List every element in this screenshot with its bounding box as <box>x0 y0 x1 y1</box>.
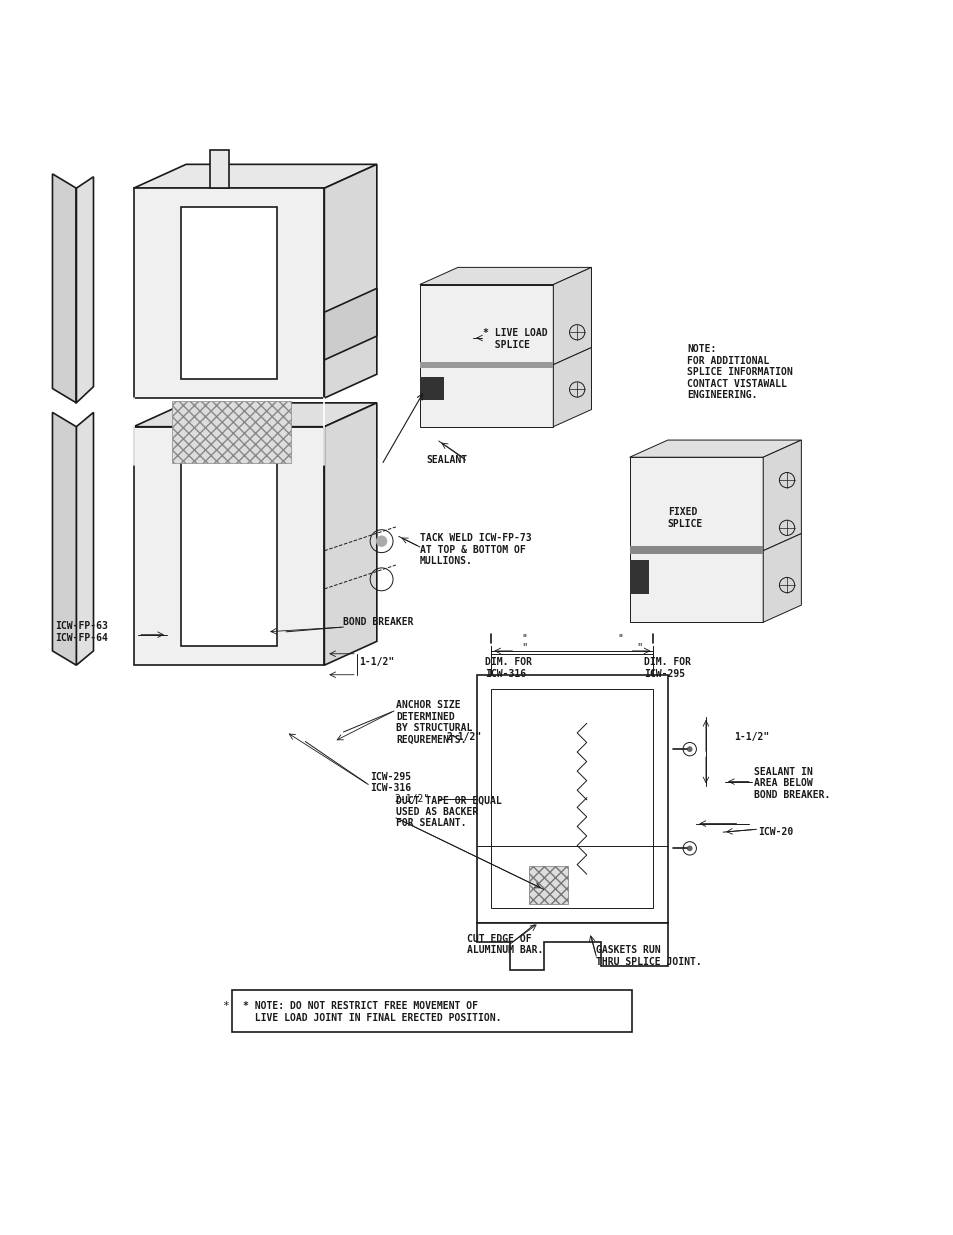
Bar <box>133 427 324 666</box>
Text: SEALANT IN: SEALANT IN <box>753 767 812 777</box>
Bar <box>181 207 276 379</box>
Text: CUT EDGE OF: CUT EDGE OF <box>467 934 532 944</box>
Text: SPLICE: SPLICE <box>482 340 529 350</box>
Bar <box>629 457 762 551</box>
Text: THRU SPLICE JOINT.: THRU SPLICE JOINT. <box>596 957 701 967</box>
Text: 2-1/2": 2-1/2" <box>394 794 429 804</box>
Text: BOND BREAKER.: BOND BREAKER. <box>753 790 829 800</box>
Text: SPLICE INFORMATION: SPLICE INFORMATION <box>686 367 792 377</box>
Polygon shape <box>324 164 376 398</box>
Text: USED AS BACKER: USED AS BACKER <box>395 806 477 818</box>
Bar <box>172 401 291 463</box>
Text: ICW-FP-63: ICW-FP-63 <box>55 621 108 631</box>
Polygon shape <box>324 403 376 666</box>
Bar <box>419 284 553 364</box>
Text: BY STRUCTURAL: BY STRUCTURAL <box>395 722 472 734</box>
Text: ICW-295: ICW-295 <box>370 772 411 782</box>
Text: ICW-316: ICW-316 <box>484 668 525 679</box>
Polygon shape <box>476 923 667 971</box>
Polygon shape <box>553 347 591 427</box>
Polygon shape <box>419 268 591 284</box>
Text: ": " <box>521 642 527 652</box>
Text: ICW-316: ICW-316 <box>370 783 411 793</box>
Polygon shape <box>762 440 801 551</box>
Bar <box>419 364 553 427</box>
Polygon shape <box>629 561 648 594</box>
Text: ANCHOR SIZE: ANCHOR SIZE <box>395 700 460 710</box>
Polygon shape <box>52 412 76 666</box>
Text: REQUREMENTS.: REQUREMENTS. <box>395 735 466 745</box>
Text: DIM. FOR: DIM. FOR <box>643 657 690 667</box>
Polygon shape <box>629 546 762 553</box>
Text: DETERMINED: DETERMINED <box>395 711 455 721</box>
Polygon shape <box>419 362 553 368</box>
Text: 2-1/2": 2-1/2" <box>446 731 481 741</box>
Text: ICW-20: ICW-20 <box>758 827 793 837</box>
Polygon shape <box>76 412 93 666</box>
Bar <box>476 674 667 923</box>
Text: ": " <box>521 634 527 643</box>
Polygon shape <box>133 164 376 188</box>
Polygon shape <box>762 534 801 622</box>
Bar <box>491 689 653 909</box>
Circle shape <box>375 536 387 547</box>
Text: ": " <box>617 634 622 643</box>
Text: FOR ADDITIONAL: FOR ADDITIONAL <box>686 356 768 366</box>
Bar <box>181 446 276 646</box>
Text: ENGINEERING.: ENGINEERING. <box>686 390 757 400</box>
Text: AT TOP & BOTTOM OF: AT TOP & BOTTOM OF <box>419 545 525 555</box>
Text: AREA BELOW: AREA BELOW <box>753 778 812 788</box>
Polygon shape <box>553 268 591 364</box>
Text: GASKETS RUN: GASKETS RUN <box>596 945 660 956</box>
Text: NOTE:: NOTE: <box>686 345 716 354</box>
Polygon shape <box>629 440 801 457</box>
Text: DIM. FOR: DIM. FOR <box>484 657 531 667</box>
Text: SEALANT: SEALANT <box>426 454 467 464</box>
Circle shape <box>686 846 692 851</box>
Bar <box>629 551 762 622</box>
Text: TACK WELD ICW-FP-73: TACK WELD ICW-FP-73 <box>419 534 531 543</box>
Text: DUCT TAPE OR EQUAL: DUCT TAPE OR EQUAL <box>395 795 501 805</box>
Text: *: * <box>222 1002 229 1011</box>
Text: ICW-295: ICW-295 <box>643 668 684 679</box>
Text: 1-1/2": 1-1/2" <box>734 731 769 741</box>
Text: ICW-FP-64: ICW-FP-64 <box>55 634 108 643</box>
Text: BOND BREAKER: BOND BREAKER <box>343 618 414 627</box>
Text: LIVE LOAD JOINT IN FINAL ERECTED POSITION.: LIVE LOAD JOINT IN FINAL ERECTED POSITIO… <box>243 1014 501 1024</box>
FancyBboxPatch shape <box>232 989 631 1031</box>
Bar <box>529 866 567 904</box>
Polygon shape <box>210 149 229 188</box>
Text: CONTACT VISTAWALL: CONTACT VISTAWALL <box>686 379 786 389</box>
Text: ALUMINUM BAR.: ALUMINUM BAR. <box>467 945 543 956</box>
Polygon shape <box>133 403 376 427</box>
Text: * LIVE LOAD: * LIVE LOAD <box>482 329 547 338</box>
Text: * NOTE: DO NOT RESTRICT FREE MOVEMENT OF: * NOTE: DO NOT RESTRICT FREE MOVEMENT OF <box>243 1002 477 1011</box>
Text: SPLICE: SPLICE <box>667 519 702 529</box>
Text: ": " <box>636 642 641 652</box>
Text: FIXED: FIXED <box>667 508 697 517</box>
Text: FOR SEALANT.: FOR SEALANT. <box>395 819 466 829</box>
Polygon shape <box>324 288 376 359</box>
Text: MULLIONS.: MULLIONS. <box>419 556 472 566</box>
Polygon shape <box>76 177 93 403</box>
Polygon shape <box>52 174 76 403</box>
Circle shape <box>686 746 692 752</box>
Text: 1-1/2": 1-1/2" <box>358 657 394 667</box>
Polygon shape <box>419 377 443 400</box>
Bar <box>133 188 324 398</box>
